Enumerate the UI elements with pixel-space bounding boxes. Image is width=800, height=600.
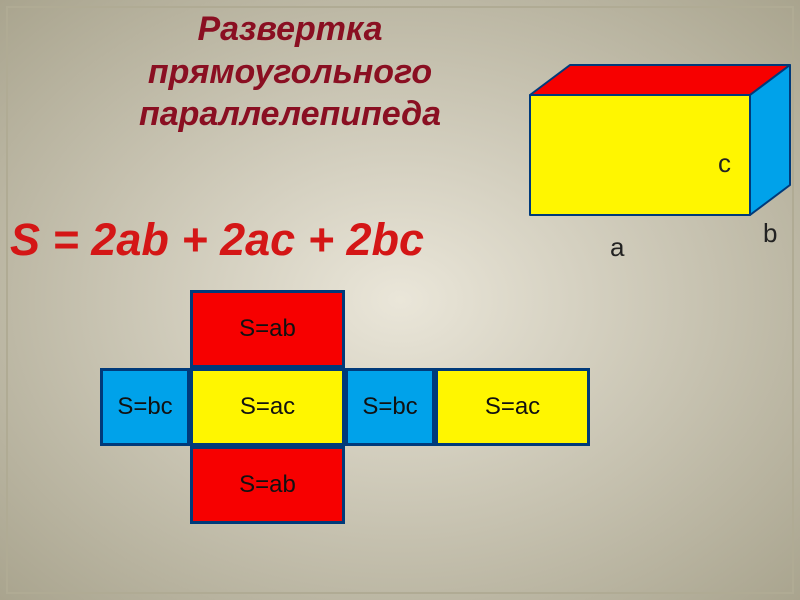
net-face-label: S=ab: [239, 471, 296, 499]
net-face-label: S=bc: [117, 393, 172, 421]
net-face-bc-right: S=bc: [345, 368, 435, 446]
net-face-bc-left: S=bc: [100, 368, 190, 446]
net-face-label: S=ac: [240, 393, 295, 421]
net-face-ab-bottom: S=ab: [190, 446, 345, 524]
dim-b-label: b: [763, 218, 777, 249]
dim-c-label: c: [718, 148, 731, 179]
net-face-ac-right: S=ac: [435, 368, 590, 446]
net-face-ab-top: S=ab: [190, 290, 345, 368]
net-face-ac-left: S=ac: [190, 368, 345, 446]
stage: Развертка прямоугольного параллелепипеда…: [0, 0, 800, 600]
box-net-diagram: S=ab S=bc S=ac S=bc S=ac S=ab: [100, 290, 590, 524]
net-face-label: S=ac: [485, 393, 540, 421]
net-face-label: S=bc: [362, 393, 417, 421]
net-face-label: S=ab: [239, 315, 296, 343]
dim-a-label: a: [610, 232, 624, 263]
